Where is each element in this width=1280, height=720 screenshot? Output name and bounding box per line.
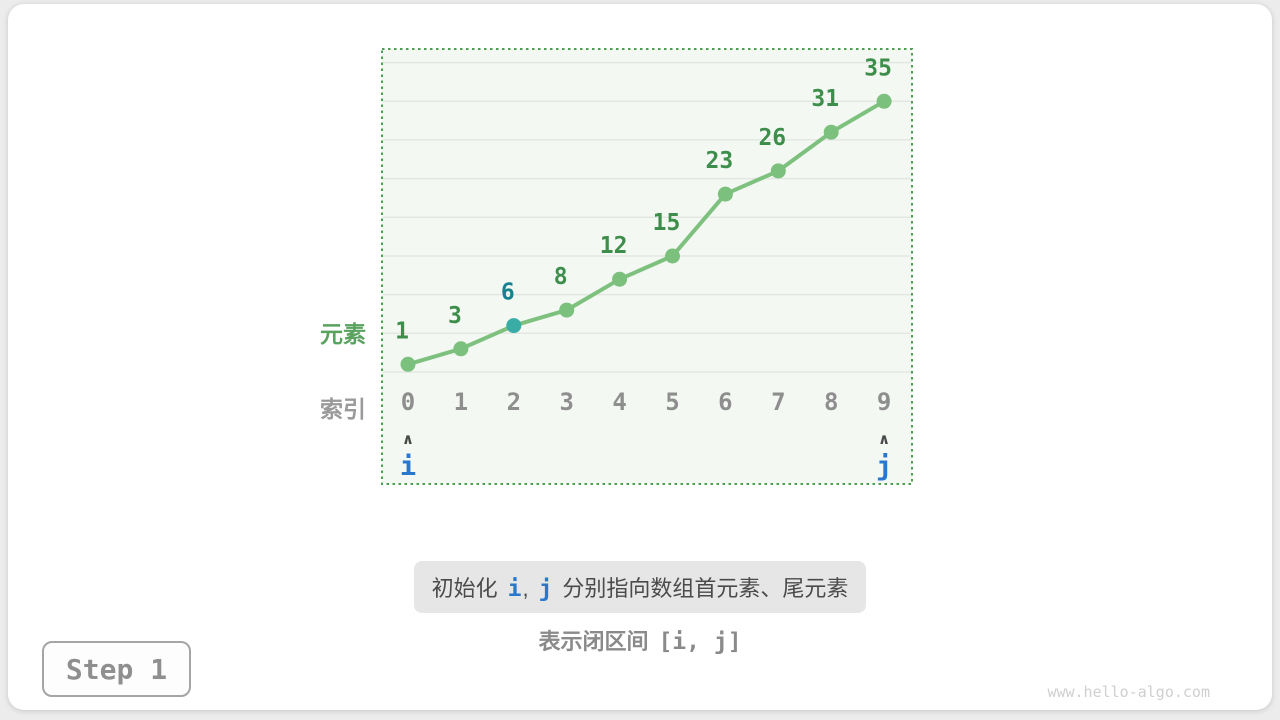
pointer-caret: ∧ — [878, 430, 890, 448]
caption-prefix: 初始化 — [431, 576, 498, 601]
y-axis-label: 元素 — [320, 321, 366, 347]
value-label: 8 — [554, 264, 568, 290]
index-label: 5 — [665, 388, 679, 416]
caption-box: 初始化 i, j 分别指向数组首元素、尾元素 — [413, 561, 867, 613]
value-label: 23 — [706, 148, 734, 174]
caption-row: 初始化 i, j 分别指向数组首元素、尾元素 — [8, 561, 1272, 613]
step-badge: Step 1 — [42, 641, 191, 697]
index-label: 9 — [877, 388, 891, 416]
value-label: 3 — [448, 303, 462, 329]
data-point — [453, 341, 469, 357]
caption-pointer-i: i — [507, 576, 522, 602]
index-label: 0 — [401, 388, 415, 416]
data-point — [770, 163, 786, 179]
caption-suffix: 分别指向数组首元素、尾元素 — [562, 576, 849, 601]
pointer-label-i: i — [400, 451, 416, 482]
data-point — [665, 248, 680, 264]
subcaption: 表示闭区间 [i, j] — [8, 624, 1272, 656]
watermark: www.hello-algo.com — [1047, 683, 1210, 701]
data-point-highlighted — [506, 318, 522, 334]
value-label: 31 — [811, 86, 839, 112]
data-point — [400, 356, 416, 372]
figure-card: 元素 索引 1 3 6 8 12 15 23 26 31 35 0 1 2 3 4 5 6 7 8 9 ∧ i ∧ j 初始化… — [8, 4, 1272, 710]
index-label: 7 — [771, 388, 785, 416]
value-label: 6 — [501, 280, 515, 306]
index-label: 3 — [559, 388, 573, 416]
pointer-caret: ∧ — [402, 430, 414, 448]
value-label: 15 — [653, 210, 681, 236]
index-label: 4 — [612, 388, 626, 416]
data-point — [612, 271, 628, 287]
data-point — [717, 186, 733, 202]
data-point — [559, 302, 575, 318]
subcaption-interval: [i, j] — [658, 629, 742, 655]
subcaption-text: 表示闭区间 — [538, 629, 649, 654]
caption-pointer-j: j — [538, 576, 553, 602]
caption-comma: , — [522, 576, 529, 601]
value-label: 26 — [758, 125, 786, 151]
x-axis-label: 索引 — [320, 396, 366, 422]
index-label: 6 — [718, 388, 732, 416]
value-label: 35 — [864, 55, 892, 81]
value-label: 12 — [600, 233, 628, 259]
index-label: 1 — [454, 388, 468, 416]
data-point — [876, 93, 892, 109]
data-line — [406, 99, 887, 367]
data-point — [823, 124, 839, 140]
index-label: 8 — [824, 388, 838, 416]
chart-dotted-border — [381, 48, 913, 485]
index-label: 2 — [507, 388, 521, 416]
value-label: 1 — [395, 318, 409, 344]
pointer-label-j: j — [876, 451, 892, 482]
